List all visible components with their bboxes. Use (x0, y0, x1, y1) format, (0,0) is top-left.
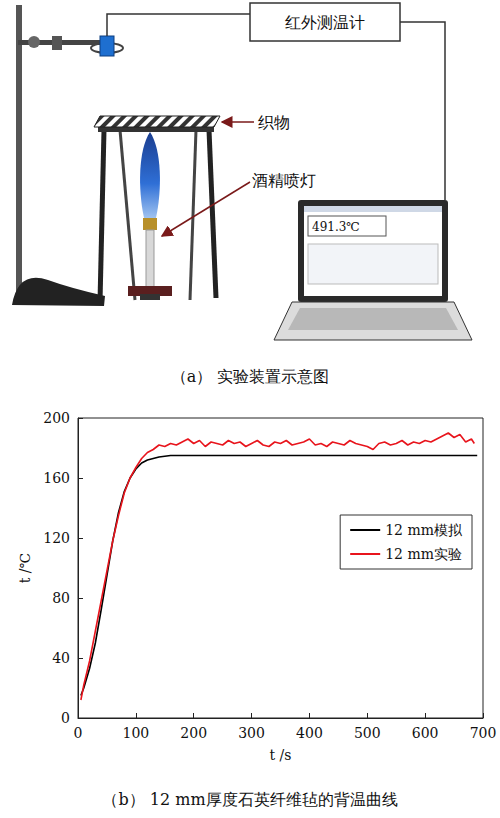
svg-text:500: 500 (354, 725, 381, 741)
svg-text:（a） 实验装置示意图: （a） 实验装置示意图 (171, 367, 330, 386)
svg-text:12 mm模拟: 12 mm模拟 (385, 522, 463, 538)
svg-text:t /s: t /s (270, 747, 292, 763)
svg-text:400: 400 (296, 725, 323, 741)
svg-text:160: 160 (43, 470, 70, 486)
svg-text:120: 120 (43, 530, 70, 546)
svg-text:700: 700 (470, 725, 497, 741)
svg-text:200: 200 (43, 410, 70, 426)
svg-text:（b） 12 mm厚度石英纤维毡的背温曲线: （b） 12 mm厚度石英纤维毡的背温曲线 (102, 790, 397, 809)
svg-text:0: 0 (61, 710, 70, 726)
svg-text:40: 40 (52, 650, 70, 666)
svg-text:80: 80 (52, 590, 70, 606)
svg-text:200: 200 (180, 725, 207, 741)
svg-text:300: 300 (238, 725, 265, 741)
svg-text:红外测温计: 红外测温计 (285, 13, 365, 32)
svg-text:491.3℃: 491.3℃ (312, 220, 360, 234)
svg-text:t /℃: t /℃ (17, 553, 33, 583)
svg-text:12 mm实验: 12 mm实验 (385, 546, 462, 562)
svg-text:织物: 织物 (258, 113, 290, 132)
svg-text:100: 100 (122, 725, 149, 741)
svg-text:0: 0 (74, 725, 83, 741)
svg-text:600: 600 (412, 725, 439, 741)
svg-text:酒精喷灯: 酒精喷灯 (252, 171, 316, 190)
